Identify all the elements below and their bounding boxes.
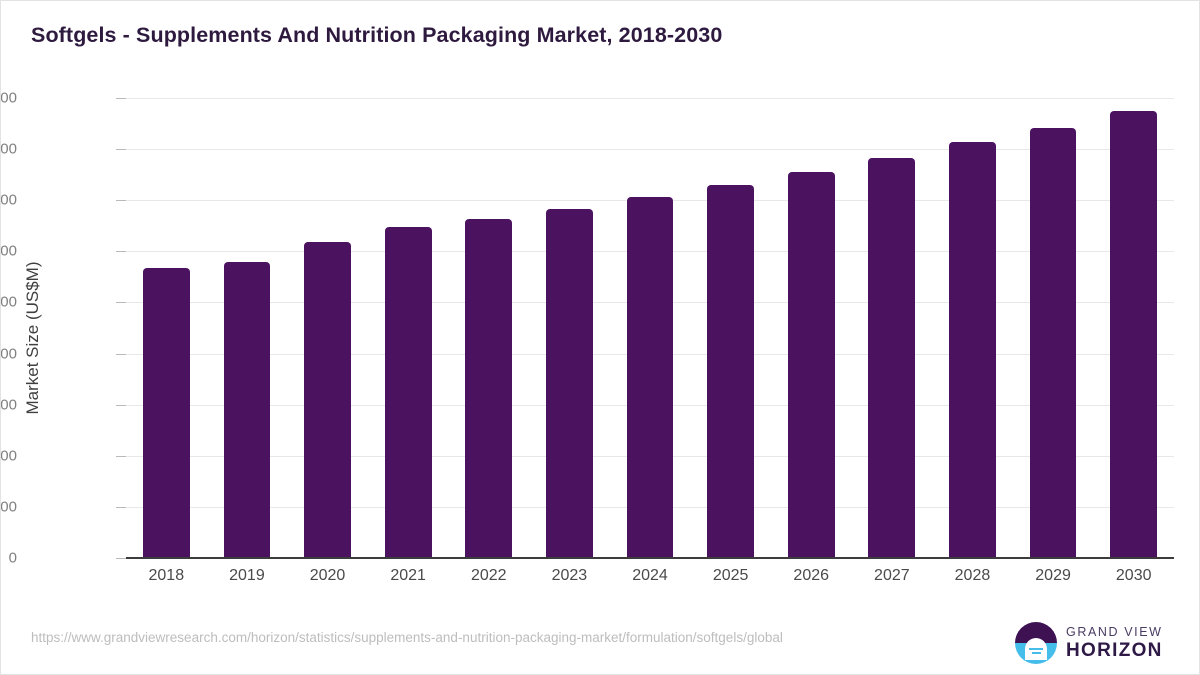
x-tick-label: 2022 — [470, 567, 507, 584]
y-tick-label: 1000 — [0, 447, 17, 465]
x-tick-label: 2024 — [632, 567, 668, 584]
y-tick-label: 4500 — [0, 89, 17, 107]
logo-line-grand-view: GRAND VIEW — [1066, 624, 1163, 639]
bar[interactable] — [626, 197, 674, 558]
x-tick-label: 2026 — [793, 567, 830, 584]
bar[interactable] — [787, 171, 835, 558]
grand-view-horizon-logo: GRAND VIEW HORIZON — [1015, 622, 1163, 664]
y-tick-label: 4000 — [0, 140, 17, 158]
y-tick-mark — [116, 404, 126, 406]
bar[interactable] — [384, 226, 432, 558]
x-tick-label: 2018 — [148, 567, 185, 584]
bar[interactable] — [949, 142, 996, 558]
logo-top-half — [1015, 622, 1057, 643]
y-tick-mark — [116, 251, 126, 253]
plot-area — [126, 98, 1174, 558]
x-tick-label: 2023 — [551, 567, 588, 584]
gridline — [126, 149, 1174, 151]
y-tick-label: 3000 — [0, 242, 17, 260]
logo-line-horizon: HORIZON — [1066, 640, 1163, 662]
bar[interactable] — [142, 267, 190, 558]
bar[interactable] — [1110, 110, 1158, 558]
y-tick-label: 2000 — [0, 345, 17, 363]
source-url[interactable]: https://www.grandviewresearch.com/horizo… — [31, 630, 783, 645]
x-tick-label: 2020 — [309, 567, 346, 584]
y-tick-label: 2500 — [0, 293, 17, 311]
y-tick-mark — [116, 149, 126, 151]
y-tick-label: 0 — [8, 549, 17, 567]
x-tick-label: 2025 — [712, 567, 749, 584]
y-tick-mark — [116, 302, 126, 304]
x-tick-label: 2030 — [1115, 567, 1152, 584]
y-tick-mark — [116, 558, 126, 559]
bar[interactable] — [1029, 128, 1077, 558]
chart-title: Softgels - Supplements And Nutrition Pac… — [31, 23, 723, 47]
x-tick-label: 2027 — [874, 567, 910, 584]
y-tick-mark — [116, 506, 126, 508]
x-tick-label: 2021 — [390, 567, 426, 584]
y-tick-label: 1500 — [0, 396, 17, 414]
y-tick-label: 500 — [0, 498, 17, 516]
bar[interactable] — [223, 262, 271, 558]
logo-line-1 — [1029, 648, 1043, 651]
bar[interactable] — [546, 209, 593, 558]
y-tick-mark — [116, 200, 126, 202]
y-tick-mark — [116, 455, 126, 457]
y-tick-label: 3500 — [0, 191, 17, 209]
y-tick-mark — [116, 353, 126, 355]
bar[interactable] — [868, 157, 916, 558]
x-tick-label: 2029 — [1035, 567, 1071, 584]
bar[interactable] — [304, 242, 351, 558]
gridline — [126, 98, 1174, 99]
y-tick-mark — [116, 98, 126, 99]
bar[interactable] — [465, 219, 513, 558]
x-tick-label: 2019 — [229, 567, 265, 584]
x-tick-label: 2028 — [954, 567, 991, 584]
bar[interactable] — [707, 184, 754, 558]
y-axis-label: Market Size (US$M) — [23, 261, 42, 415]
x-axis-line — [126, 557, 1174, 559]
logo-line-2 — [1031, 652, 1041, 655]
horizon-sun-icon — [1015, 622, 1057, 664]
logo-wordmark: GRAND VIEW HORIZON — [1066, 626, 1163, 661]
